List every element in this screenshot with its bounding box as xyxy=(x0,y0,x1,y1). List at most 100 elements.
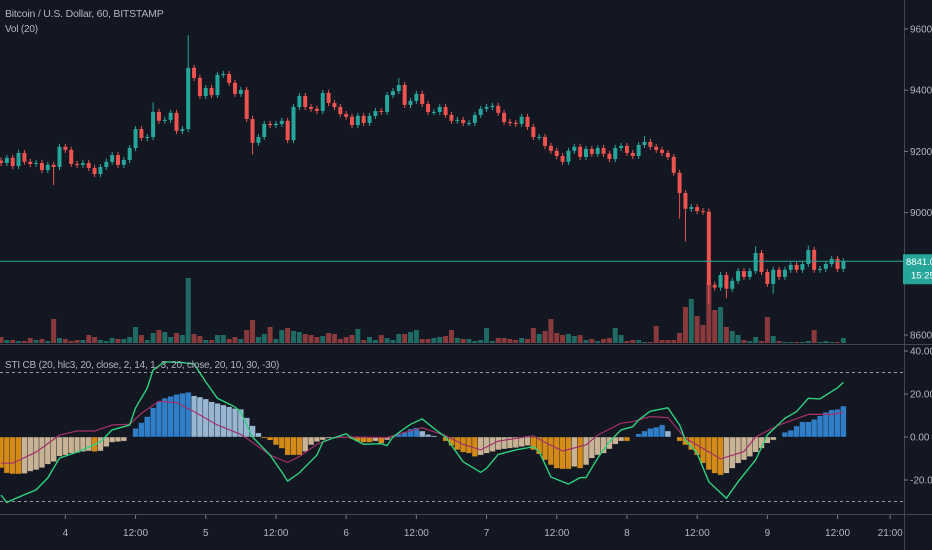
candle-body xyxy=(642,141,647,145)
volume-bar xyxy=(677,333,683,343)
candle-body xyxy=(414,93,419,101)
histogram-bar xyxy=(56,436,63,457)
time-tick-label: 12:00 xyxy=(123,528,148,539)
volume-bar xyxy=(811,330,817,343)
candle-body xyxy=(10,157,15,167)
volume-bar xyxy=(337,339,343,343)
volume-bar xyxy=(244,330,250,343)
volume-bar xyxy=(27,338,33,343)
histogram-bar xyxy=(267,436,274,441)
candle-body xyxy=(402,84,407,105)
candle-body xyxy=(309,107,314,109)
volume-bar xyxy=(478,340,484,343)
candle-body xyxy=(525,116,530,127)
volume-bar xyxy=(665,340,671,343)
candle-body xyxy=(490,105,495,108)
volume-bar xyxy=(197,336,203,343)
histogram-bar xyxy=(501,436,508,450)
histogram-bar xyxy=(278,436,285,449)
histogram-bar xyxy=(723,436,730,474)
volume-bar xyxy=(408,332,413,343)
symbol-title[interactable]: Bitcoin / U.S. Dollar, 60, BITSTAMP xyxy=(5,8,164,20)
price-axis[interactable]: 9600.00 9400.00 9200.00 9000.00 8600.00 xyxy=(904,25,932,342)
histogram-bar xyxy=(302,436,309,452)
histogram-bar xyxy=(114,436,122,442)
volume-bar xyxy=(367,337,373,343)
candle-body xyxy=(344,114,349,117)
candle-body xyxy=(156,111,161,121)
volume-bar xyxy=(782,342,788,343)
volume-bar xyxy=(97,340,103,343)
volume-bar xyxy=(565,334,571,343)
volume-bar xyxy=(144,340,150,343)
histogram-bar xyxy=(664,430,672,438)
histogram-bar xyxy=(641,430,648,438)
candle-body xyxy=(613,148,618,160)
candle-body xyxy=(654,146,659,150)
candle-body xyxy=(28,161,33,164)
candle-body xyxy=(168,112,173,120)
candle-body xyxy=(513,122,518,124)
candle-body xyxy=(396,84,401,92)
volume-bar xyxy=(45,341,51,343)
candle-body xyxy=(595,148,600,154)
volume-bar xyxy=(185,278,191,343)
volume-bar xyxy=(507,339,513,343)
volume-bar xyxy=(267,327,273,343)
indicator-axis[interactable]: 40.00 20.00 0.00 -20.00 xyxy=(904,347,932,487)
volume-bar xyxy=(115,339,121,343)
volume-bar xyxy=(33,340,39,343)
volume-bar xyxy=(232,337,238,343)
time-tick-label: 21:00 xyxy=(878,528,903,539)
histogram-bar xyxy=(15,436,22,475)
volume-bar xyxy=(331,334,337,343)
candle-body xyxy=(507,122,512,124)
volume-bar xyxy=(554,333,560,343)
time-tick-label: 12:00 xyxy=(544,528,569,539)
time-tick-label: 6 xyxy=(343,528,349,539)
volume-bar xyxy=(133,327,139,343)
volume-bar xyxy=(419,339,425,343)
candle-body xyxy=(69,149,74,164)
candle-body xyxy=(472,114,477,123)
candle-body xyxy=(250,118,255,143)
volume-bar xyxy=(86,335,92,343)
volume-bar xyxy=(583,340,589,343)
volume-bar xyxy=(723,327,729,343)
volume-bar xyxy=(525,339,530,343)
indicator-legend[interactable]: STI CB (20, hlc3, 20, close, 2, 14, 1, 3… xyxy=(5,360,280,371)
price-tick-label: 9400.00 xyxy=(910,86,932,97)
histogram-bar xyxy=(729,436,736,469)
volume-bar xyxy=(776,341,782,343)
volume-bar xyxy=(799,342,805,343)
histogram-bar xyxy=(735,436,742,464)
histogram-bar xyxy=(307,436,315,446)
histogram-bar xyxy=(424,434,432,438)
time-axis[interactable]: 4 12:00 5 12:00 6 12:00 7 12:00 8 12:00 9 12:00 21:0… xyxy=(63,515,904,539)
candle-body xyxy=(203,88,208,97)
candle-body xyxy=(379,111,384,113)
histogram-bar xyxy=(62,436,69,456)
volume-bar xyxy=(378,335,384,343)
volume-legend[interactable]: Vol (20) xyxy=(5,24,38,35)
volume-bar xyxy=(606,338,612,343)
volume-bar xyxy=(349,335,355,343)
candle-body xyxy=(262,123,267,138)
volume-bar xyxy=(308,335,314,343)
volume-bar xyxy=(513,340,519,343)
histogram-bar xyxy=(272,436,280,446)
histogram-bar xyxy=(284,436,291,456)
candle-body xyxy=(86,163,91,168)
histogram-bar xyxy=(161,398,168,438)
candle-body xyxy=(718,275,723,288)
candle-body xyxy=(519,116,524,124)
volume-bars xyxy=(0,278,846,343)
histogram-bar xyxy=(419,430,426,438)
volume-bar xyxy=(612,328,618,343)
candle-body xyxy=(437,107,442,112)
candle-body xyxy=(724,275,729,289)
volume-bar xyxy=(291,331,296,343)
volume-bar xyxy=(343,337,349,343)
histogram-bar xyxy=(138,422,145,438)
